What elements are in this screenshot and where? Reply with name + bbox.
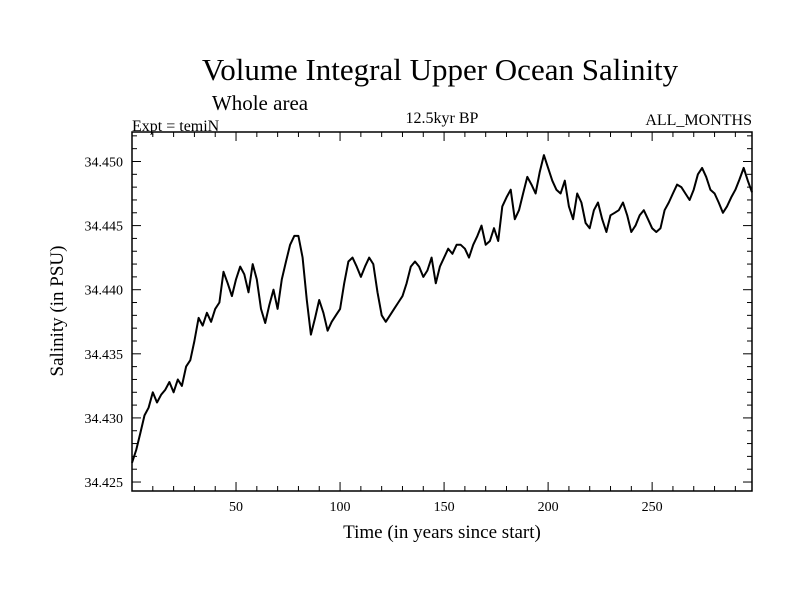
x-axis: 50 100 150 200 250 bbox=[131, 132, 736, 515]
x-tick-label: 100 bbox=[330, 500, 351, 515]
y-tick-label: 34.425 bbox=[85, 476, 124, 491]
y-tick-label: 34.445 bbox=[85, 220, 124, 235]
y-tick-label: 34.430 bbox=[85, 412, 124, 427]
y-axis: 34.425 34.430 34.435 34.440 34.445 34.450 bbox=[85, 135, 752, 491]
months-label: ALL_MONTHS bbox=[645, 112, 752, 129]
period-label: 12.5kyr BP bbox=[406, 110, 479, 127]
y-tick-label: 34.435 bbox=[85, 348, 124, 363]
x-axis-label: Time (in years since start) bbox=[343, 522, 541, 543]
chart-subtitle: Whole area bbox=[212, 91, 309, 115]
experiment-label: Expt = temiN bbox=[132, 118, 220, 135]
y-tick-label: 34.440 bbox=[85, 284, 124, 299]
plot-area-frame bbox=[131, 131, 753, 492]
x-tick-label: 50 bbox=[229, 500, 243, 515]
y-tick-label: 34.450 bbox=[85, 155, 124, 170]
y-axis-label: Salinity (in PSU) bbox=[47, 246, 68, 377]
chart-title: Volume Integral Upper Ocean Salinity bbox=[202, 52, 679, 87]
x-tick-label: 200 bbox=[538, 500, 559, 515]
salinity-series-line bbox=[131, 154, 753, 464]
x-tick-label: 250 bbox=[642, 500, 663, 515]
x-tick-label: 150 bbox=[434, 500, 455, 515]
